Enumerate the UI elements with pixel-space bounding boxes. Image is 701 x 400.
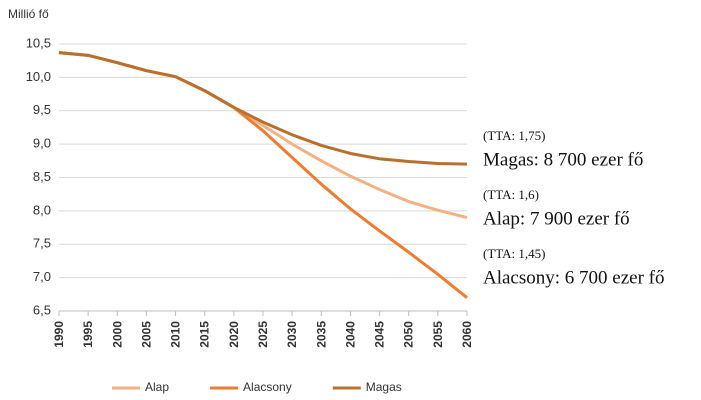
x-tick-label: 2035 <box>314 321 328 348</box>
y-tick-label: 6,5 <box>33 302 51 317</box>
annotation-text: Magas: 8 700 ezer fő <box>483 149 643 170</box>
x-tick-label: 1990 <box>52 321 66 348</box>
y-tick-label: 10,5 <box>26 35 51 50</box>
x-tick-label: 2005 <box>139 321 153 348</box>
x-tick-label: 2020 <box>227 321 241 348</box>
annotation-note: (TTA: 1,45) <box>483 246 546 261</box>
annotation-text: Alap: 7 900 ezer fő <box>483 208 630 229</box>
annotation-text: Alacsony: 6 700 ezer fő <box>483 267 665 288</box>
x-tick-label: 2055 <box>431 321 445 348</box>
y-axis-label: Millió fő <box>8 7 49 21</box>
series-line <box>58 51 468 166</box>
x-tick-label: 2045 <box>373 321 387 348</box>
x-tick-label: 2025 <box>256 321 270 348</box>
series-line <box>58 51 468 299</box>
x-tick-label: 2015 <box>198 321 212 348</box>
x-tick-label: 2060 <box>460 321 474 348</box>
y-tick-label: 10,0 <box>26 69 51 84</box>
annotation-note: (TTA: 1,6) <box>483 187 539 202</box>
legend-label: Magas <box>366 380 402 394</box>
legend-label: Alacsony <box>243 380 292 394</box>
x-tick-label: 2000 <box>110 321 124 348</box>
y-tick-label: 9,5 <box>33 102 51 117</box>
y-tick-label: 9,0 <box>33 136 51 151</box>
x-tick-label: 2050 <box>402 321 416 348</box>
y-tick-label: 8,5 <box>33 169 51 184</box>
annotation-note: (TTA: 1,75) <box>483 128 546 143</box>
legend-label: Alap <box>145 380 169 394</box>
x-tick-label: 2040 <box>343 321 357 348</box>
y-tick-label: 7,5 <box>33 236 51 251</box>
y-tick-label: 8,0 <box>33 202 51 217</box>
y-tick-label: 7,0 <box>33 269 51 284</box>
x-tick-label: 2010 <box>169 321 183 348</box>
x-tick-label: 2030 <box>285 321 299 348</box>
x-tick-label: 1995 <box>81 321 95 348</box>
